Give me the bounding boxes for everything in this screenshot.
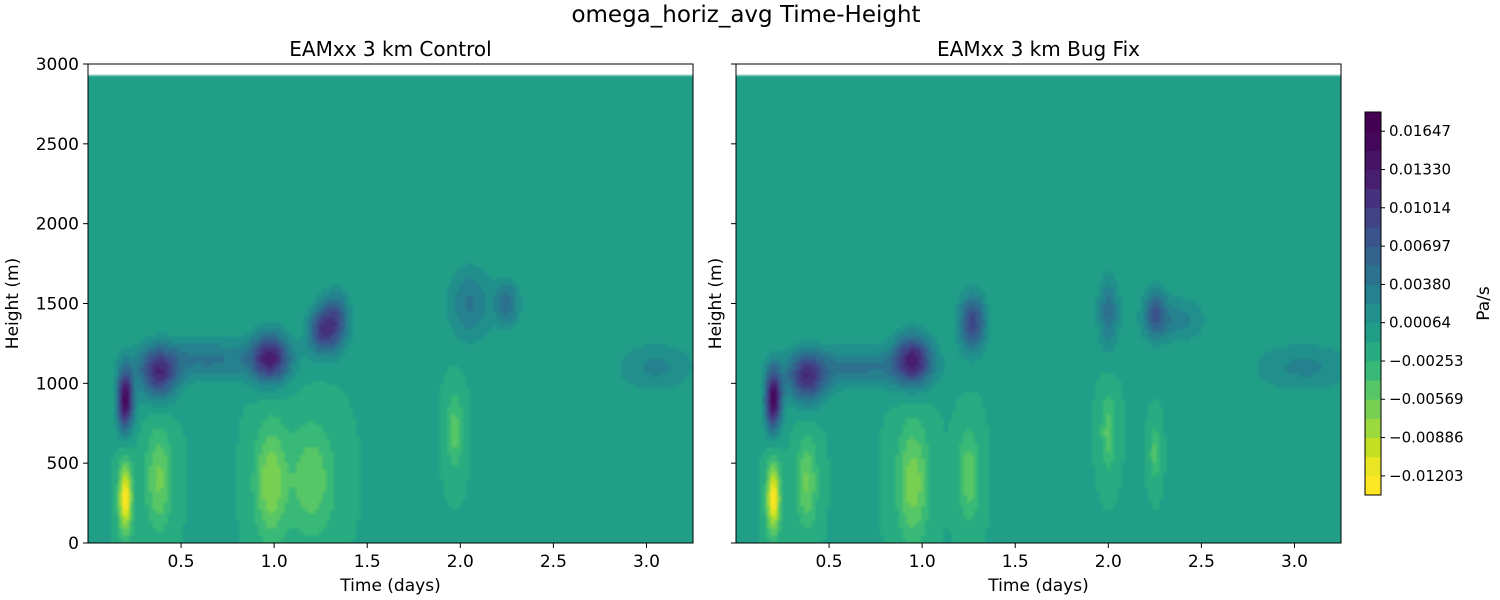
colorbar-tick-label: 0.00380 (1389, 275, 1451, 293)
colorbar-segment (1365, 131, 1381, 151)
y-tick-label: 500 (47, 454, 79, 474)
x-axis-label: Time (days) (987, 576, 1088, 596)
no-data-band (736, 64, 1341, 75)
colorbar-tick-label: 0.01647 (1389, 122, 1451, 140)
colorbar-segment (1365, 341, 1381, 362)
panel-title: EAMxx 3 km Control (289, 37, 491, 61)
colorbar-segment (1365, 361, 1381, 381)
x-tick-label: 2.5 (1188, 552, 1215, 572)
y-tick-label: 1500 (36, 295, 79, 315)
colorbar-tick-label: 0.01330 (1389, 161, 1451, 179)
colorbar-tick-label: 0.00697 (1389, 237, 1451, 255)
colorbar-segment (1365, 227, 1381, 247)
x-tick-label: 3.0 (633, 552, 660, 572)
colorbar-tick-label: −0.01203 (1389, 467, 1464, 485)
colorbar-segment (1365, 265, 1381, 285)
heatmap-field (88, 64, 693, 543)
colorbar-segment (1365, 322, 1381, 343)
x-tick-label: 1.5 (1002, 552, 1029, 572)
colorbar-label: Pa/s (1474, 286, 1494, 321)
colorbar-segment (1365, 418, 1381, 439)
colorbar-segment (1365, 475, 1381, 496)
panel-bug-fix: EAMxx 3 km Bug Fix 0.5 1.0 1.5 2.0 2.5 3.0 Time… (706, 37, 1342, 596)
y-tick-label: 1000 (36, 374, 79, 394)
panel-title: EAMxx 3 km Bug Fix (937, 37, 1140, 61)
x-axis-label: Time (days) (339, 576, 440, 596)
panel-control: EAMxx 3 km Control 0.5 1.0 1.5 2.0 2.5 3.0 0 500… (3, 37, 694, 596)
colorbar-segment (1365, 437, 1381, 458)
colorbar-segment (1365, 399, 1381, 419)
colorbar-segment (1365, 112, 1381, 132)
colorbar: −0.01203 −0.00886 −0.00569 −0.00253 0.00064 0… (1364, 111, 1494, 496)
colorbar-segment (1365, 303, 1381, 324)
heatmap-field (736, 64, 1341, 543)
colorbar-segment (1365, 246, 1381, 266)
y-tick-label: 3000 (36, 55, 79, 75)
colorbar-segment (1365, 456, 1381, 477)
figure-suptitle: omega_horiz_avg Time-Height (571, 2, 920, 28)
colorbar-segment (1365, 284, 1381, 305)
x-tick-label: 2.0 (447, 552, 474, 572)
colorbar-tick-label: −0.00569 (1389, 390, 1464, 408)
x-tick-label: 0.5 (168, 552, 195, 572)
x-tick-label: 1.0 (261, 552, 288, 572)
y-axis-label: Height (m) (3, 258, 23, 349)
y-tick-label: 2500 (36, 135, 79, 155)
x-tick-label: 0.5 (816, 552, 843, 572)
colorbar-segment (1365, 207, 1381, 228)
colorbar-tick-label: 0.01014 (1389, 199, 1451, 217)
y-axis-label: Height (m) (706, 258, 726, 349)
colorbar-frame (1364, 111, 1382, 496)
y-tick-label: 2000 (36, 215, 79, 235)
colorbar-segment (1365, 188, 1381, 209)
colorbar-tick-label: 0.00064 (1389, 314, 1451, 332)
no-data-band (88, 64, 693, 75)
x-tick-label: 1.0 (909, 552, 936, 572)
colorbar-tick-label: −0.00886 (1389, 429, 1464, 447)
x-tick-label: 2.0 (1095, 552, 1122, 572)
colorbar-segment (1365, 169, 1381, 190)
colorbar-tick-label: −0.00253 (1389, 352, 1464, 370)
x-tick-label: 3.0 (1281, 552, 1308, 572)
y-tick-label: 0 (68, 534, 79, 554)
colorbar-segment (1365, 380, 1381, 400)
colorbar-segment (1365, 150, 1381, 171)
x-tick-label: 1.5 (354, 552, 381, 572)
x-tick-label: 2.5 (540, 552, 567, 572)
